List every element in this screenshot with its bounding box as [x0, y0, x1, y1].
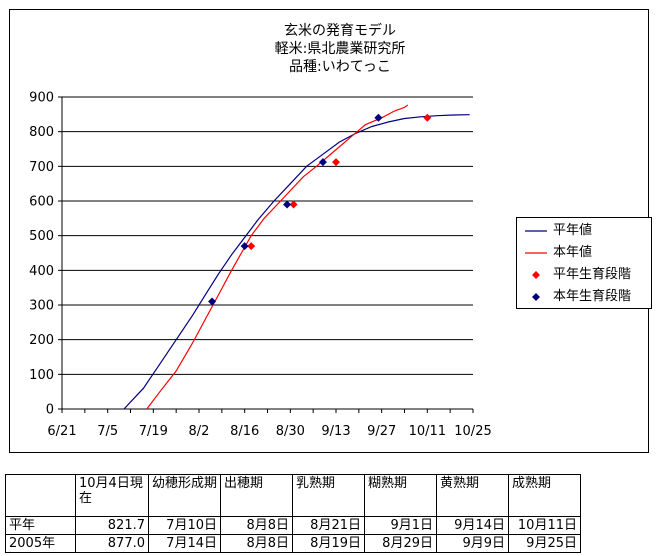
chart-title-line-3: 品種:いわてっこ: [289, 59, 391, 75]
table-cell: 9月9日: [436, 534, 509, 553]
stage-marker-2: [247, 242, 256, 251]
y-tick-label: 0: [46, 403, 54, 418]
legend-swatch-normal-line: [525, 230, 547, 232]
x-tick-label: 9/27: [367, 424, 396, 439]
table-cell: 10月11日: [508, 516, 581, 535]
table-cell: 7月14日: [148, 534, 221, 553]
table-cell: 9月1日: [364, 516, 437, 535]
stage-marker-3: [240, 242, 249, 251]
legend-label-current-line: 本年値: [553, 245, 593, 260]
table-cell: 8月8日: [220, 534, 293, 553]
table-cell: 821.7: [75, 516, 149, 535]
chart-area: 玄米の発育モデル 軽米:県北農業研究所 品種:いわてっこ 0 100 200 300 4…: [9, 9, 652, 453]
table-header-cell: [5, 474, 76, 517]
x-tick-label: 6/21: [47, 424, 76, 439]
table-row: 2005年 877.0 7月14日 8月8日 8月19日 8月29日 9月9日 …: [5, 534, 581, 553]
chart-legend: 平年値 本年値 平年生育段階 本年生育段階: [516, 217, 652, 309]
stage-marker-3: [208, 297, 217, 306]
table-cell: 8月29日: [364, 534, 437, 553]
table-cell: 9月14日: [436, 516, 509, 535]
table-cell: 877.0: [75, 534, 149, 553]
legend-swatch-normal-stages: [532, 271, 540, 279]
chart-plot: 0 100 200 300 400 500 600 700 800 900 6/21 7/5 7/19 8…: [29, 91, 492, 440]
y-tick-label: 100: [29, 368, 54, 383]
table-cell: 9月25日: [508, 534, 581, 553]
growth-stage-table: 10月4日現在 幼穂形成期 出穂期 乳熟期 糊熟期 黄熟期 成熟期 平年 821…: [5, 474, 581, 553]
y-tick-label: 200: [29, 333, 54, 348]
table-row-label: 2005年: [5, 534, 76, 553]
y-tick-label: 300: [29, 299, 54, 314]
stage-marker-2: [289, 200, 298, 209]
chart-title-line-1: 玄米の発育モデル: [284, 23, 396, 39]
stage-marker-2: [423, 113, 432, 122]
table-cell: 8月8日: [220, 516, 293, 535]
legend-swatch-current-stages: [532, 293, 540, 301]
table-header-cell: 糊熟期: [364, 474, 437, 517]
y-tick-label: 700: [29, 160, 54, 175]
x-tick-label: 10/25: [454, 424, 491, 439]
chart-title-line-2: 軽米:県北農業研究所: [274, 41, 406, 57]
table-cell: 8月19日: [292, 534, 365, 553]
table-row-label: 平年: [5, 516, 76, 535]
y-tick-label: 400: [29, 264, 54, 279]
stage-marker-3: [318, 158, 327, 167]
stage-marker-3: [283, 200, 292, 209]
stage-marker-2: [332, 158, 340, 167]
y-tick-label: 900: [29, 91, 54, 106]
legend-label-normal-line: 平年値: [553, 223, 593, 238]
legend-label-normal-stages: 平年生育段階: [553, 267, 632, 282]
table-cell: 7月10日: [148, 516, 221, 535]
x-tick-label: 8/16: [230, 424, 259, 439]
x-tick-label: 10/11: [409, 424, 446, 439]
series-line-0: [123, 114, 470, 410]
x-tick-label: 8/2: [189, 424, 210, 439]
table-header-cell: 10月4日現在: [75, 474, 149, 517]
stage-marker-3: [374, 113, 383, 122]
x-tick-label: 7/5: [97, 424, 118, 439]
legend-label-current-stages: 本年生育段階: [553, 289, 632, 304]
table-header-cell: 成熟期: [508, 474, 581, 517]
x-tick-label: 9/13: [321, 424, 350, 439]
legend-swatch-current-line: [525, 252, 547, 254]
y-tick-label: 500: [29, 229, 54, 244]
table-row: 平年 821.7 7月10日 8月8日 8月21日 9月1日 9月14日 10月…: [5, 516, 581, 535]
table-header-cell: 乳熟期: [292, 474, 365, 517]
table-header-cell: 黄熟期: [436, 474, 509, 517]
table-header-cell: 出穂期: [220, 474, 293, 517]
y-tick-label: 800: [29, 125, 54, 140]
x-tick-label: 8/30: [276, 424, 305, 439]
table-cell: 8月21日: [292, 516, 365, 535]
table-header-cell: 幼穂形成期: [148, 474, 221, 517]
series-line-1: [146, 104, 409, 410]
x-tick-label: 7/19: [139, 424, 168, 439]
table-header-row: 10月4日現在 幼穂形成期 出穂期 乳熟期 糊熟期 黄熟期 成熟期: [5, 474, 581, 517]
y-tick-label: 600: [29, 195, 54, 210]
